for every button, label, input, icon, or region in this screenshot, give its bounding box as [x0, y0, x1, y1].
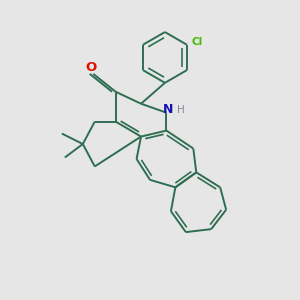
Text: H: H: [178, 105, 185, 115]
Text: O: O: [86, 61, 97, 74]
Text: N: N: [162, 103, 173, 116]
Text: Cl: Cl: [192, 38, 203, 47]
